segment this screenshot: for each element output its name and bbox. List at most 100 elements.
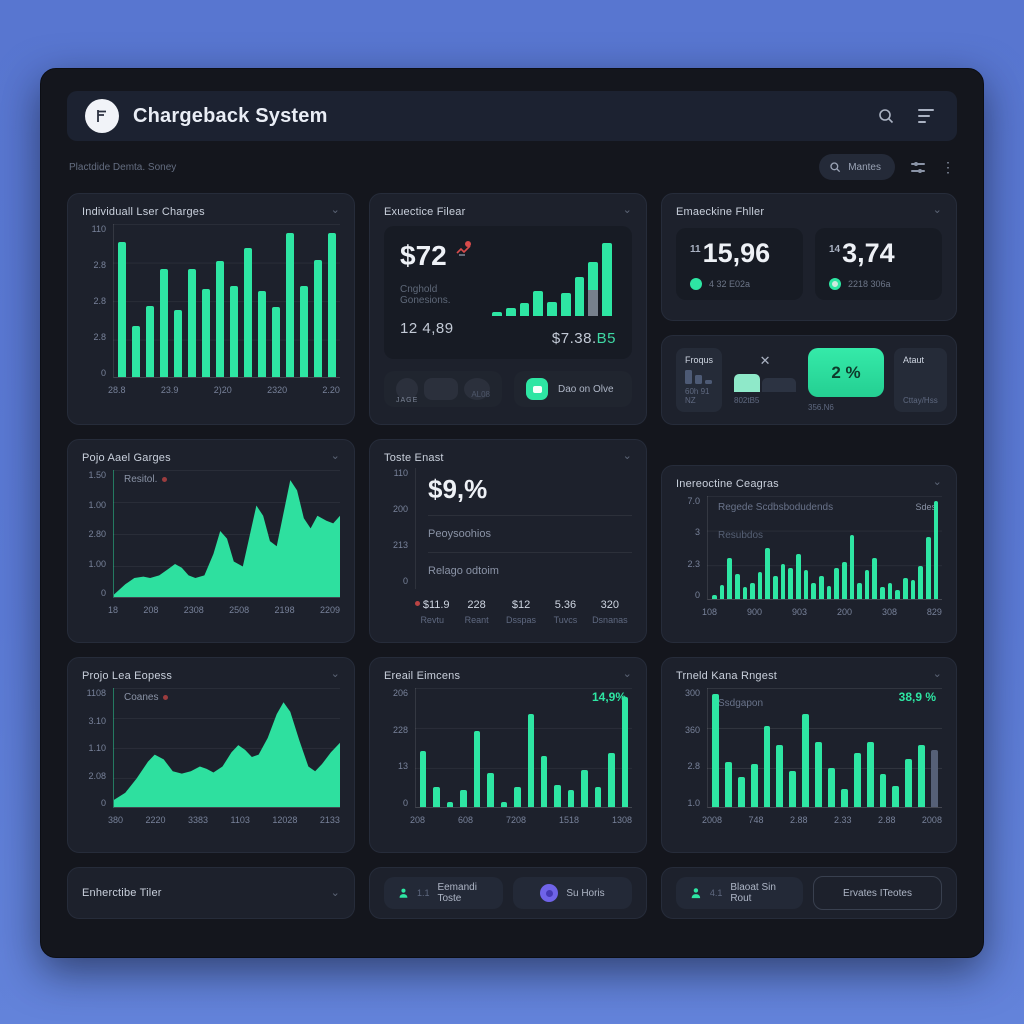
search-button-label: Mantes [848, 161, 881, 173]
x-axis-labels: 208 608 7208 1518 1308 [410, 815, 632, 825]
green-ring-icon [829, 278, 841, 290]
y-axis-labels: 300 360 2.8 1.0 [684, 688, 700, 808]
avatar-caption: JAGE [396, 397, 419, 404]
card-trneld-bars: Trneld Kana Rngest ⌄ 300 360 2.8 1.0 Ssdgap… [661, 657, 957, 853]
menu-icon[interactable] [913, 103, 939, 129]
card-mini-tiles: Froqus 60h 91 NZ ✕ 802tB5 2 % 356.N6 [661, 335, 957, 425]
toste-rows: $9,% Peoysoohios Relago odtoim [415, 468, 632, 589]
footer-label: Tuvcs [553, 615, 578, 625]
trend-icon [456, 241, 471, 256]
footer-label: Revtu [420, 615, 444, 625]
card-stats: Emaeckine Fhller ⌄ 1115,96 4 32 E02a 143… [661, 193, 957, 321]
area-chart: Resitol. [113, 470, 340, 598]
mini-bar-chart [488, 240, 616, 316]
breadcrumb: Plactdide Demta. Soney [69, 161, 177, 173]
chevron-down-icon[interactable]: ⌄ [932, 476, 942, 488]
close-icon[interactable]: ✕ [759, 353, 771, 368]
card-title: Toste Enast [384, 452, 444, 464]
footer-label: Dsnanas [592, 615, 628, 625]
card-title: Individuall Lser Charges [82, 206, 205, 218]
area-chart: Coanes [113, 688, 340, 808]
avatar-group-pill[interactable]: JAGE AL08 [384, 371, 502, 407]
dashboard-grid: Individuall Lser Charges ⌄ 110 2.8 2.8 2.8 0… [67, 193, 957, 919]
chevron-down-icon[interactable]: ⌄ [622, 204, 632, 216]
card-title: Projo Lea Eopess [82, 670, 173, 682]
card-pojo-area: Pojo Aael Garges ⌄ 1.50 1.00 2.80 1.00 0 Res… [67, 439, 355, 643]
search-button[interactable]: Mantes [819, 154, 895, 180]
bar-chart: 14,9% [415, 688, 632, 808]
froqus-tile[interactable]: Froqus 60h 91 NZ [676, 348, 723, 412]
camera-icon [526, 378, 548, 400]
x-axis-labels: 380 2220 3383 1103 12028 2133 [108, 815, 340, 825]
big-value: $72 [400, 240, 447, 271]
page-title: Chargeback System [133, 104, 328, 127]
dismiss-segment: ✕ 802tB5 [732, 348, 798, 412]
annotation: Regede Scdbsbodudends [718, 502, 834, 513]
x-axis-labels: 18 208 2308 2508 2198 2209 [108, 605, 340, 615]
card-title: Emaeckine Fhller [676, 206, 765, 218]
card-footer-filter: Enherctibe Tiler ⌄ [67, 867, 355, 919]
stat-tile: 143,74 2218 306a [815, 228, 942, 300]
bar-chart: Regede Scdbsbodudends Resubdos Sdes [707, 496, 942, 600]
bar-chart: Ssdgapon 38,9 % [707, 688, 942, 808]
ervates-button[interactable]: Ervates ITeotes [813, 876, 942, 910]
kebab-menu-icon[interactable]: ⋮ [941, 159, 955, 175]
y-axis-labels: 7.0 3 2.3 0 [687, 496, 700, 600]
dashboard-panel: Chargeback System Plactdide Demta. Soney… [40, 68, 984, 958]
card-projo-area: Projo Lea Eopess ⌄ 1108 3.10 1.10 2.08 0 Coa… [67, 657, 355, 853]
chevron-down-icon[interactable]: ⌄ [330, 204, 340, 216]
avatar-caption-right: AL08 [471, 390, 490, 399]
person-icon [399, 888, 408, 898]
blaoat-button[interactable]: 4.1 Blaoat Sin Rout [676, 877, 803, 909]
su-horis-button[interactable]: Su Horis [513, 877, 632, 909]
chevron-down-icon[interactable]: ⌄ [330, 887, 340, 899]
search-icon-small [830, 162, 841, 173]
annotation: Resubdos [718, 530, 764, 541]
percent-tile[interactable]: 2 % [808, 348, 885, 397]
row-label: Relago odtoim [428, 565, 499, 577]
row-label: Peoysoohios [428, 516, 632, 553]
footer-label: Reant [464, 615, 489, 625]
x-axis-labels: 108 900 903 200 308 829 [702, 607, 942, 617]
stat-value: 15,96 [702, 238, 771, 268]
legend: Sdes [915, 502, 936, 512]
chevron-down-icon[interactable]: ⌄ [622, 450, 632, 462]
footer-value: $12 [511, 599, 531, 611]
chevron-down-icon[interactable]: ⌄ [330, 668, 340, 680]
left-value: 12 4,89 [400, 320, 454, 337]
stat-caption: 4 32 E02a [709, 279, 751, 289]
ataut-tile[interactable]: Ataut Cttay/Hss [894, 348, 947, 412]
stat-caption: 2218 306a [848, 279, 891, 289]
toolbar: Plactdide Demta. Soney Mantes ⋮ [69, 153, 955, 181]
y-axis-labels: 206 228 13 0 [392, 688, 408, 808]
big-value: $9,% [428, 468, 632, 516]
card-title: Pojo Aael Garges [82, 452, 171, 464]
toste-footer: $11.9 Revtu 228 Reant $12 Dsspas 5.36 Tuvcs … [384, 599, 632, 625]
percent-badge: 14,9% [591, 690, 626, 704]
app-logo-icon [85, 99, 119, 133]
footer-value: 228 [467, 599, 486, 611]
footer-value: $11.9 [410, 599, 454, 611]
bars-icon [734, 373, 797, 392]
live-button[interactable]: Dao on Olve [514, 371, 632, 407]
stat-value: 3,74 [842, 238, 895, 268]
percent-badge: 38,9 % [898, 690, 936, 704]
card-title: Trneld Kana Rngest [676, 670, 778, 682]
legend: Coanes [124, 692, 169, 703]
legend: Resitol. [124, 474, 168, 485]
card-footer-actions-right: 4.1 Blaoat Sin Rout Ervates ITeotes [661, 867, 957, 919]
subtitle: Cnghold Gonesions. [400, 284, 451, 306]
chevron-down-icon[interactable]: ⌄ [330, 450, 340, 462]
footer-value: 320 [600, 599, 619, 611]
app-header: Chargeback System [67, 91, 957, 141]
search-icon[interactable] [873, 103, 899, 129]
chevron-down-icon[interactable]: ⌄ [932, 204, 942, 216]
filter-icon[interactable] [911, 161, 925, 173]
assign-team-button[interactable]: 1.1 Eemandi Toste [384, 877, 503, 909]
avatars [396, 378, 490, 400]
bar-chart [113, 224, 340, 378]
chevron-down-icon[interactable]: ⌄ [932, 668, 942, 680]
mini-bar-chart-icon [685, 368, 713, 384]
card-title: Exuectice Filear [384, 206, 466, 218]
chevron-down-icon[interactable]: ⌄ [622, 668, 632, 680]
